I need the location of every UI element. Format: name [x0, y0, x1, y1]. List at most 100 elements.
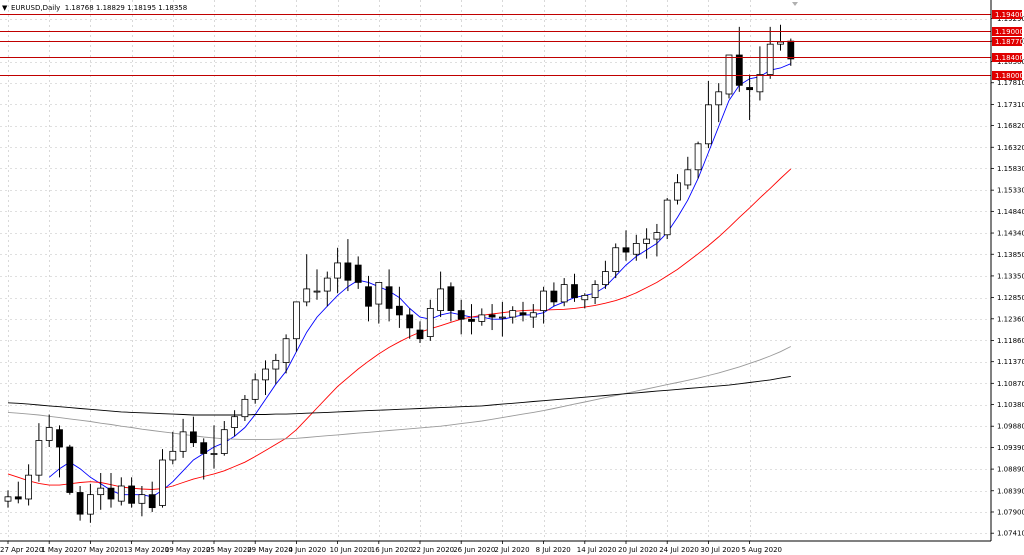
candle: [210, 425, 218, 469]
candle-body-bullish: [262, 368, 269, 381]
candle: [395, 286, 403, 328]
price-tick-label: 1.08890: [997, 466, 1024, 474]
candle-body-bullish: [643, 238, 650, 244]
candle-body-bearish: [622, 247, 630, 253]
candle: [148, 481, 156, 512]
candle-body-bullish: [303, 288, 311, 303]
candle-body-bullish: [4, 496, 12, 502]
candle-body-bullish: [292, 301, 300, 340]
candle-body-bullish: [715, 91, 723, 106]
candle: [87, 483, 94, 523]
price-tick-label: 1.12850: [997, 294, 1024, 302]
candle: [334, 247, 342, 294]
candle-body-bullish: [632, 243, 640, 255]
time-tick-label: 25 May 2020: [206, 546, 252, 554]
candle-body-bullish: [684, 169, 692, 186]
candle-body-bullish: [581, 295, 589, 301]
candle: [117, 477, 125, 506]
candle-body-bearish: [447, 286, 455, 311]
time-tick-label: 22 Jun 2020: [412, 546, 454, 554]
price-tick-label: 1.13850: [997, 251, 1024, 259]
candle-body-bullish: [498, 316, 506, 319]
time-tick-label: 4 Jun 2020: [288, 546, 326, 554]
candle-body-bullish: [117, 485, 125, 502]
candle: [426, 299, 434, 341]
candle: [107, 472, 115, 508]
candle: [674, 174, 681, 205]
candle-body-bullish: [231, 416, 239, 428]
candle-body-bullish: [323, 277, 331, 292]
candle-body-bullish: [87, 494, 94, 515]
candle: [622, 230, 630, 261]
candle: [169, 431, 177, 465]
candle: [478, 308, 486, 326]
candle: [375, 282, 383, 324]
level-label: 1.18400: [995, 54, 1024, 62]
candle: [292, 301, 300, 352]
price-tick-label: 1.07410: [997, 530, 1024, 538]
candle-body-bullish: [694, 143, 702, 171]
candle: [468, 304, 475, 335]
candle: [560, 278, 568, 307]
candle: [540, 286, 547, 324]
candle-body-bullish: [97, 487, 105, 496]
candle-body-bullish: [612, 247, 620, 272]
candle: [416, 321, 424, 344]
candle-body-bullish: [705, 104, 712, 145]
candle: [262, 360, 269, 396]
candle-body-bullish: [540, 290, 547, 311]
candle-body-bearish: [148, 494, 156, 509]
candle-body-bearish: [406, 314, 414, 329]
candle-body-bearish: [354, 264, 362, 283]
price-tick-label: 1.17810: [997, 79, 1024, 87]
candle-body-bullish: [674, 182, 681, 201]
shift-marker-icon[interactable]: [792, 2, 798, 6]
candle-body-bullish: [375, 282, 383, 305]
candle: [138, 485, 146, 517]
candle-body-bearish: [385, 286, 393, 309]
level-label: 1.18770: [995, 38, 1024, 46]
price-tick-label: 1.14840: [997, 208, 1024, 216]
price-tick-label: 1.10380: [997, 401, 1024, 409]
candle: [766, 26, 774, 79]
candle: [653, 223, 661, 257]
candle: [272, 353, 280, 385]
candle-body-bullish: [220, 429, 228, 454]
candle-body-bullish: [169, 450, 177, 461]
candle-body-bearish: [395, 305, 403, 316]
symbol-menu-icon[interactable]: ▼: [2, 4, 8, 12]
candle: [612, 243, 620, 279]
price-tick-label: 1.10870: [997, 380, 1024, 388]
time-tick-label: 26 Jun 2020: [453, 546, 495, 554]
candle: [602, 260, 609, 289]
candle: [4, 490, 12, 508]
price-tick-label: 1.14340: [997, 230, 1024, 238]
candle-body-bullish: [241, 398, 249, 418]
candle-body-bearish: [14, 496, 22, 500]
candle-body-bullish: [437, 288, 445, 311]
price-axis: 1.19290 1.18770 1.18300 1.17810 1.17310 1.168…: [991, 15, 1024, 538]
time-tick-label: 20 Jul 2020: [618, 546, 658, 554]
time-tick-label: 14 Jul 2020: [577, 546, 617, 554]
time-tick-label: 13 May 2020: [124, 546, 170, 554]
candle-body-bearish: [550, 290, 558, 303]
candle-body-bearish: [344, 262, 352, 281]
candle: [282, 334, 290, 374]
horizontal-levels: [0, 14, 991, 76]
time-tick-label: 7 May 2020: [82, 546, 123, 554]
candle-body-bearish: [457, 310, 465, 320]
candle-body-bearish: [735, 54, 743, 86]
level-label-background: [992, 53, 1022, 62]
candle: [684, 156, 692, 190]
candle-body-bearish: [107, 487, 115, 500]
moving-average-line-1: [7, 168, 792, 490]
price-tick-label: 1.16320: [997, 144, 1024, 152]
candle: [323, 271, 331, 307]
time-tick-label: 10 Jun 2020: [330, 546, 372, 554]
candle: [179, 418, 187, 458]
price-tick-label: 1.15830: [997, 165, 1024, 173]
candle: [725, 54, 733, 99]
candle: [406, 308, 414, 339]
